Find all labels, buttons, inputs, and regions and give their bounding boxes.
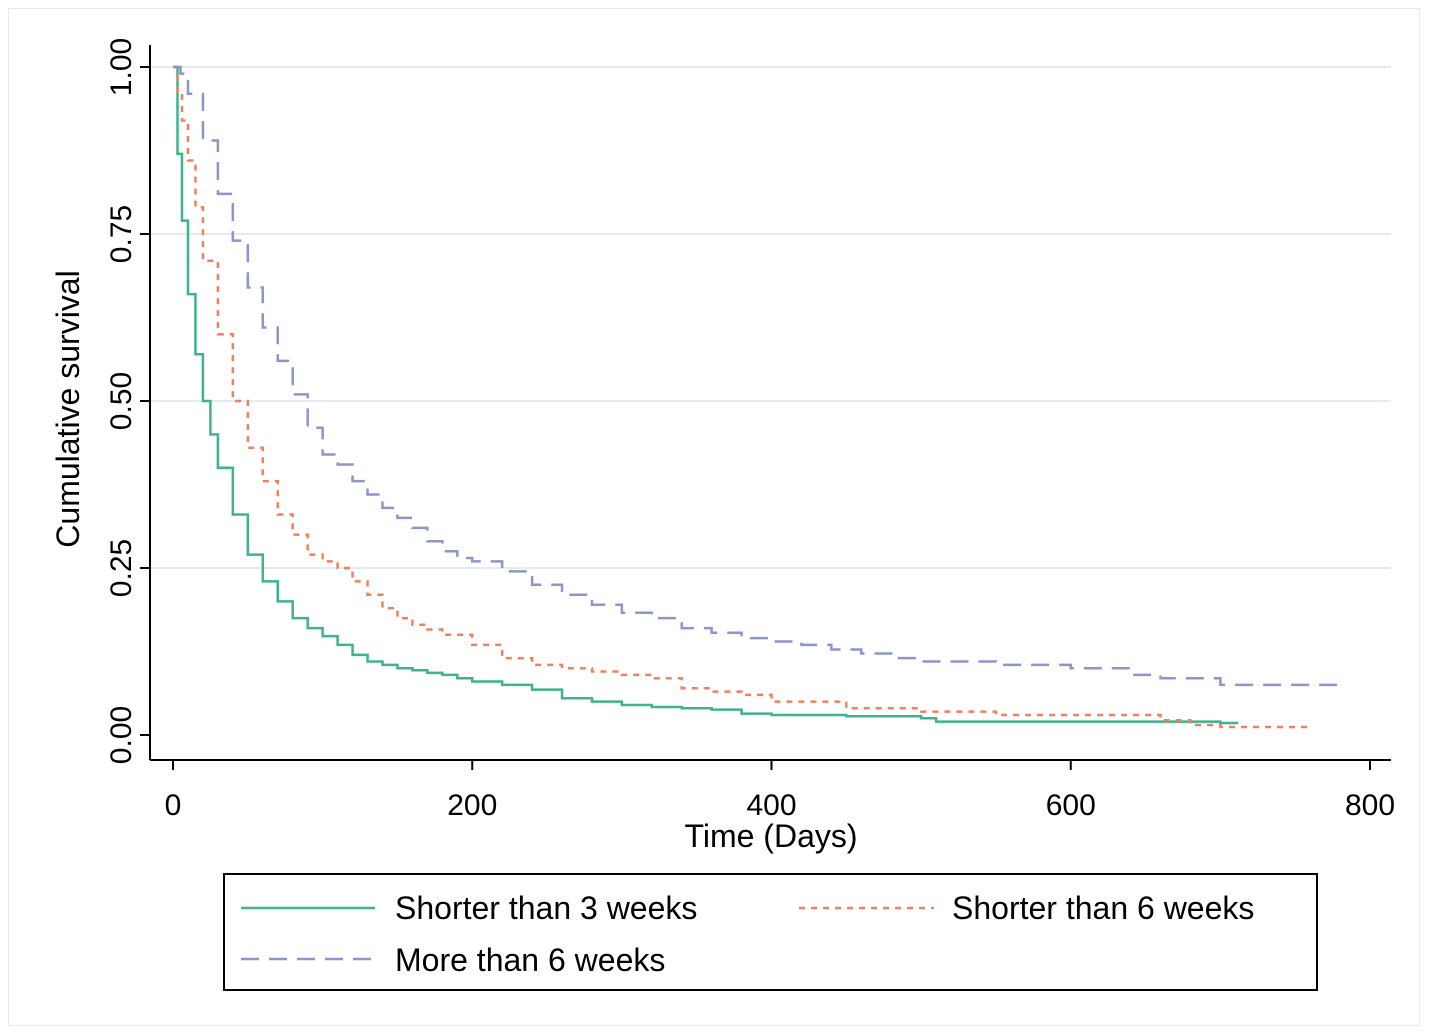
series-line-more-than-6-weeks	[173, 65, 1341, 687]
legend-label-shorter-than-3-weeks: Shorter than 3 weeks	[395, 890, 697, 926]
legend: Shorter than 3 weeks Shorter than 6 week…	[223, 873, 1318, 991]
x-tick-label-1: 200	[447, 789, 497, 822]
x-tick-label-4: 800	[1345, 789, 1395, 822]
chart-frame: 0.00 0.25 0.50 0.75 1.00 0 200 400 600 800 Time …	[8, 8, 1420, 1026]
grid-lines	[150, 66, 1391, 569]
axes	[149, 45, 1391, 761]
x-ticks: 0 200 400 600 800	[165, 760, 1395, 822]
y-tick-label-3: 0.75	[105, 205, 138, 263]
y-tick-label-1: 0.25	[105, 539, 138, 597]
y-tick-label-4: 1.00	[105, 38, 138, 96]
y-axis-title: Cumulative survival	[50, 270, 86, 547]
survival-chart: 0.00 0.25 0.50 0.75 1.00 0 200 400 600 800 Time …	[50, 38, 1395, 991]
series-lines	[173, 65, 1341, 729]
y-tick-label-0: 0.00	[105, 706, 138, 764]
x-tick-label-2: 400	[746, 789, 796, 822]
legend-box	[223, 873, 1318, 991]
x-tick-label-0: 0	[165, 789, 182, 822]
legend-label-shorter-than-6-weeks: Shorter than 6 weeks	[952, 890, 1254, 926]
series-line-shorter-than-3-weeks	[173, 65, 1239, 725]
y-tick-label-2: 0.50	[105, 372, 138, 430]
y-ticks: 0.00 0.25 0.50 0.75 1.00	[105, 38, 150, 764]
series-line-shorter-than-6-weeks	[173, 65, 1312, 729]
x-tick-label-3: 600	[1046, 789, 1096, 822]
x-axis-title: Time (Days)	[684, 818, 857, 854]
legend-label-more-than-6-weeks: More than 6 weeks	[395, 942, 665, 978]
